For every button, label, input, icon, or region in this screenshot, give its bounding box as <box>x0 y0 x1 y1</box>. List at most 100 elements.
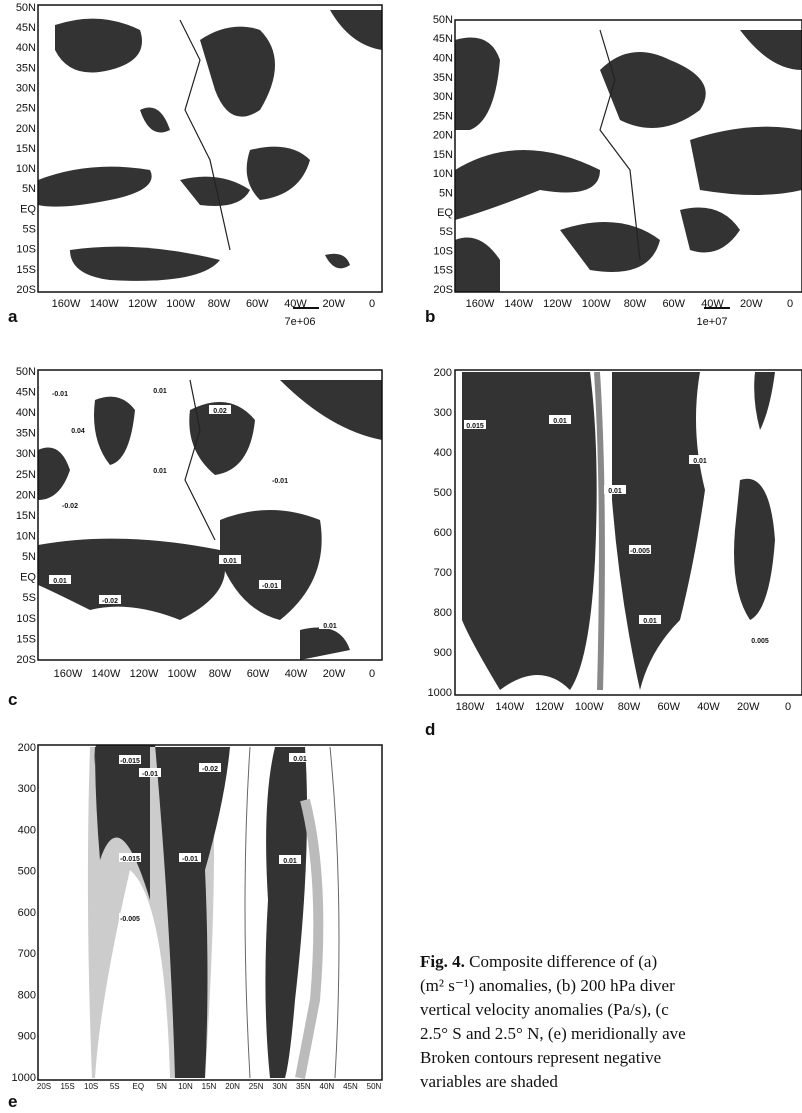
x-tick-label: 160W <box>466 298 495 310</box>
x-tick-label: 100W <box>582 298 611 310</box>
y-tick-label: 200 <box>18 742 36 754</box>
caption-label: Fig. 4. <box>420 952 465 971</box>
contour-label: 0.015 <box>466 423 484 430</box>
contour-label: 0.01 <box>283 858 297 865</box>
y-tick-label: 5N <box>22 183 36 195</box>
x-tick-label: 20W <box>323 668 346 680</box>
contour-label: 0.04 <box>71 428 85 435</box>
contour-label: 0.01 <box>323 623 337 630</box>
y-tick-label: 300 <box>18 783 36 795</box>
x-tick-label: 80W <box>209 668 232 680</box>
y-tick-label: 25N <box>433 110 453 122</box>
contour-label: 0.01 <box>293 756 307 763</box>
caption-text: (m² s⁻¹) anomalies, (b) 200 hPa diver <box>420 976 675 995</box>
y-tick-label: 200 <box>434 367 452 379</box>
y-tick-label: 10S <box>16 244 36 256</box>
y-tick-label: 50N <box>16 366 36 378</box>
x-tick-label: 120W <box>535 701 564 713</box>
y-tick-label: 25N <box>16 469 36 481</box>
x-tick-label: 80W <box>208 298 231 310</box>
x-tick-label: 140W <box>92 668 121 680</box>
y-tick-label: 700 <box>434 567 452 579</box>
contour-label: -0.005 <box>120 916 140 923</box>
x-tick-label: 40W <box>697 701 720 713</box>
x-tick-label: 120W <box>128 298 157 310</box>
contour-label: -0.015 <box>120 856 140 863</box>
y-tick-label: 40N <box>16 42 36 54</box>
panel-letter: c <box>8 690 17 709</box>
y-tick-label: 5S <box>440 226 453 238</box>
y-tick-label: 5S <box>23 592 36 604</box>
y-tick-label: 900 <box>434 647 452 659</box>
caption-line: Fig. 4. Composite difference of (a) <box>420 950 802 974</box>
x-tick-label: 0 <box>369 668 375 680</box>
x-tick-label: 25N <box>249 1082 264 1091</box>
x-tick-label: 60W <box>662 298 685 310</box>
x-tick-label: 0 <box>785 701 791 713</box>
y-tick-label: 25N <box>16 103 36 115</box>
caption-line: vertical velocity anomalies (Pa/s), (c <box>420 998 802 1022</box>
x-tick-label: 140W <box>90 298 119 310</box>
caption-text: Broken contours represent negative <box>420 1048 661 1067</box>
x-tick-label: 80W <box>618 701 641 713</box>
y-tick-label: 50N <box>16 2 36 14</box>
x-tick-label: 140W <box>495 701 524 713</box>
y-tick-label: 15S <box>16 633 36 645</box>
y-tick-label: 900 <box>18 1031 36 1043</box>
x-tick-label: 120W <box>543 298 572 310</box>
page: 50N 45N 40N 35N 30N 25N 20N 15N 10N 5N EQ 5S 10S 15S 2… <box>0 0 802 1113</box>
figure: 50N 45N 40N 35N 30N 25N 20N 15N 10N 5N EQ 5S 10S 15S 2… <box>0 0 802 1113</box>
x-tick-label: 15S <box>60 1082 74 1091</box>
caption: Fig. 4. Composite difference of (a) (m² s… <box>420 950 802 1094</box>
y-tick-label: 10N <box>16 163 36 175</box>
y-tick-label: 35N <box>16 62 36 74</box>
contour-label: -0.01 <box>182 856 198 863</box>
y-tick-label: 400 <box>434 447 452 459</box>
vector-scale: 1e+07 <box>697 316 728 328</box>
x-tick-label: 20W <box>740 298 763 310</box>
y-tick-label: 20N <box>16 489 36 501</box>
y-tick-label: 45N <box>16 386 36 398</box>
y-tick-label: 1000 <box>12 1072 36 1084</box>
y-tick-label: 15N <box>433 149 453 161</box>
x-tick-label: 60W <box>657 701 680 713</box>
x-tick-label: EQ <box>133 1082 145 1091</box>
map-a <box>38 5 382 292</box>
y-tick-label: 10S <box>433 245 453 257</box>
x-tick-label: 120W <box>130 668 159 680</box>
contour-label: -0.005 <box>630 548 650 555</box>
x-tick-label: 40W <box>285 668 308 680</box>
x-tick-label: 20W <box>737 701 760 713</box>
x-tick-label: 60W <box>247 668 270 680</box>
y-tick-label: 20S <box>16 654 36 666</box>
caption-line: 2.5° S and 2.5° N, (e) meridionally ave <box>420 1022 802 1046</box>
x-tick-label: 45N <box>343 1082 358 1091</box>
panel-letter: b <box>425 307 435 326</box>
contour-label: -0.01 <box>262 583 278 590</box>
caption-line: (m² s⁻¹) anomalies, (b) 200 hPa diver <box>420 974 802 998</box>
y-tick-label: 20S <box>16 284 36 296</box>
y-tick-label: 800 <box>434 607 452 619</box>
y-tick-label: 20N <box>433 130 453 142</box>
map-b <box>455 20 802 292</box>
caption-text: vertical velocity anomalies (Pa/s), (c <box>420 1000 669 1019</box>
y-tick-label: 30N <box>16 448 36 460</box>
x-tick-label: 40N <box>320 1082 335 1091</box>
x-tick-label: 80W <box>624 298 647 310</box>
y-tick-label: 45N <box>16 22 36 34</box>
y-tick-label: EQ <box>20 203 36 215</box>
contour-label: -0.01 <box>142 771 158 778</box>
contour-label: 0.01 <box>608 488 622 495</box>
y-tick-label: 10N <box>433 168 453 180</box>
x-tick-label: 10S <box>84 1082 98 1091</box>
contour-label: 0.01 <box>693 458 707 465</box>
y-tick-label: 35N <box>433 72 453 84</box>
x-tick-label: 160W <box>54 668 83 680</box>
contour-label: 0.01 <box>153 388 167 395</box>
panel-letter: d <box>425 720 435 739</box>
x-tick-label: 140W <box>504 298 533 310</box>
y-tick-label: 15N <box>16 143 36 155</box>
x-tick-label: 60W <box>246 298 269 310</box>
contour-label: 0.01 <box>53 578 67 585</box>
y-tick-label: 700 <box>18 948 36 960</box>
